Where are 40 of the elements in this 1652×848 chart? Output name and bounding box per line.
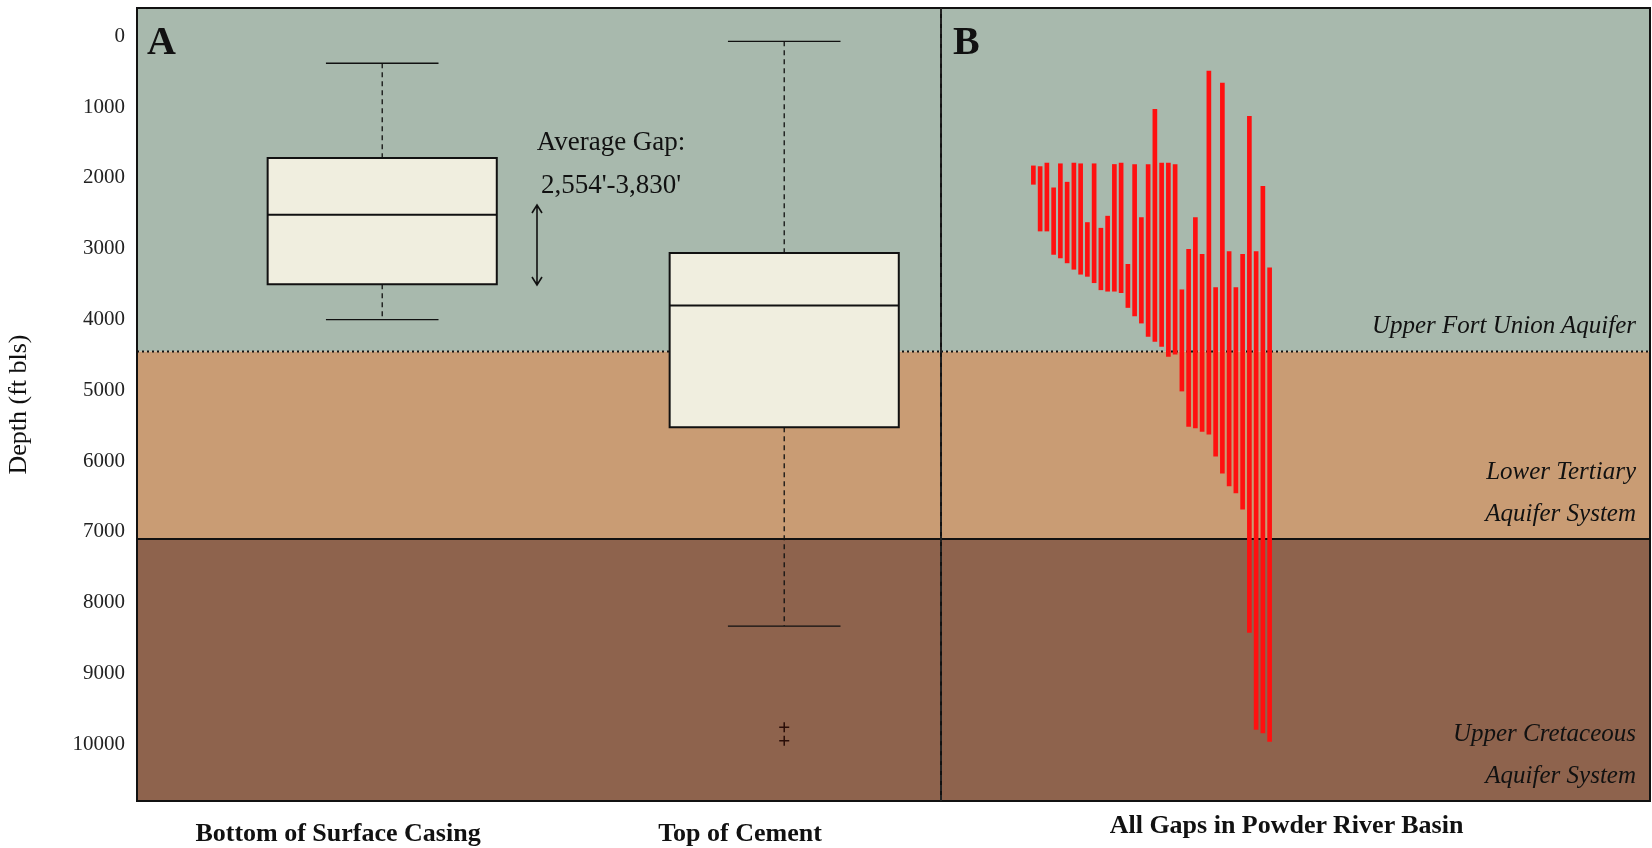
annotation: A bbox=[147, 18, 176, 64]
annotation: Average Gap: bbox=[536, 126, 686, 157]
band-label: Upper Cretaceous Aquifer System bbox=[1452, 719, 1636, 789]
y-tick-label: 6000 bbox=[83, 447, 125, 472]
bar bbox=[1051, 187, 1056, 255]
y-tick-label: 2000 bbox=[83, 164, 125, 189]
y-tick-label: 7000 bbox=[83, 518, 125, 543]
y-tick-label: 4000 bbox=[83, 306, 125, 331]
bar bbox=[1112, 164, 1117, 292]
bar bbox=[1078, 163, 1083, 275]
bar bbox=[1085, 222, 1090, 277]
bar bbox=[1267, 267, 1272, 742]
annotation: 2,554'-3,830' bbox=[540, 169, 682, 200]
bar bbox=[1213, 287, 1218, 457]
bar bbox=[1247, 116, 1252, 633]
y-tick-label: 9000 bbox=[83, 660, 125, 685]
x-tick-label: Bottom of Surface Casing bbox=[195, 818, 481, 848]
bar bbox=[1186, 249, 1191, 427]
band-label: Lower Tertiary Aquifer System bbox=[1483, 457, 1637, 527]
y-tick-label: 0 bbox=[114, 22, 125, 47]
band-label: Upper Fort Union Aquifer bbox=[1371, 311, 1637, 339]
y-tick-label: 1000 bbox=[83, 93, 125, 118]
bar bbox=[1159, 162, 1164, 347]
text: B bbox=[953, 18, 980, 64]
y-tick-label: 10000 bbox=[72, 730, 125, 755]
bar bbox=[1240, 254, 1245, 510]
bar bbox=[1031, 165, 1036, 185]
x-axis-title: All Gaps in Powder River Basin bbox=[1109, 809, 1464, 839]
y-tick-label: 5000 bbox=[83, 376, 125, 401]
bar bbox=[1132, 164, 1137, 317]
bar bbox=[1058, 163, 1063, 259]
y-axis-title: Depth (ft bls) bbox=[3, 334, 33, 475]
bar bbox=[1139, 217, 1144, 324]
x-tick-label: Top of Cement bbox=[658, 818, 823, 848]
bar bbox=[1166, 162, 1171, 357]
bar bbox=[1220, 82, 1225, 474]
y-tick-label: 8000 bbox=[83, 589, 125, 614]
bar bbox=[1105, 215, 1110, 292]
y-tick-label: 3000 bbox=[83, 235, 125, 260]
bar bbox=[1193, 217, 1198, 429]
